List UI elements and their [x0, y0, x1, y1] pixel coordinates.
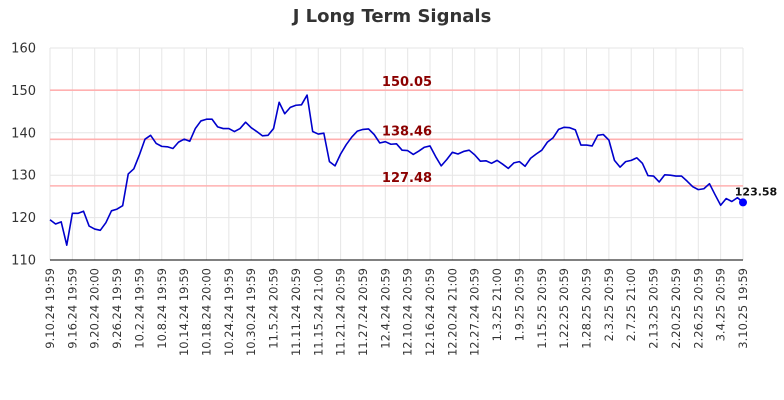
- x-tick-label: 9.26.24 19:59: [110, 268, 124, 349]
- x-tick-label: 12.16.24 20:59: [423, 268, 437, 356]
- last-value-marker: [739, 198, 747, 207]
- x-tick-label: 11.5.24 20:59: [267, 268, 281, 349]
- y-tick-label: 120: [11, 211, 36, 226]
- y-tick-label: 130: [11, 169, 36, 184]
- x-tick-label: 2.20.25 20:59: [669, 268, 683, 349]
- x-tick-label: 11.11.24 20:59: [289, 268, 303, 356]
- x-tick-label: 12.4.24 20:59: [378, 268, 392, 349]
- x-tick-label: 12.20.24 21:00: [445, 268, 459, 356]
- last-value-label: 123.58: [735, 185, 777, 198]
- price-series-line: [49, 94, 744, 246]
- x-tick-label: 1.3.25 21:00: [490, 268, 504, 341]
- y-tick-label: 160: [11, 42, 36, 57]
- x-tick-label: 2.7.25 21:00: [624, 268, 638, 341]
- x-tick-label: 10.8.24 19:59: [155, 268, 169, 349]
- x-tick-label: 12.27.24 20:59: [468, 268, 482, 356]
- signal-level-label: 150.05: [382, 75, 432, 90]
- x-tick-label: 3.4.25 20:59: [714, 268, 728, 341]
- x-tick-label: 11.15.24 21:00: [311, 268, 325, 356]
- x-tick-label: 1.22.25 20:59: [557, 268, 571, 349]
- x-tick-label: 11.21.24 20:59: [334, 268, 348, 356]
- x-tick-label: 10.30.24 19:59: [244, 268, 258, 356]
- x-tick-label: 11.27.24 20:59: [356, 268, 370, 356]
- x-tick-label: 1.15.25 20:59: [535, 268, 549, 349]
- x-tick-label: 9.16.24 19:59: [65, 268, 79, 349]
- chart-title: J Long Term Signals: [292, 6, 492, 27]
- x-tick-label: 2.3.25 20:59: [602, 268, 616, 341]
- x-tick-label: 12.10.24 20:59: [401, 268, 415, 356]
- y-tick-label: 150: [11, 84, 36, 99]
- x-tick-label: 10.14.24 19:59: [177, 268, 191, 356]
- signal-level-label: 127.48: [382, 171, 432, 186]
- x-tick-label: 10.24.24 19:59: [222, 268, 236, 356]
- x-tick-label: 2.26.25 20:59: [691, 268, 705, 349]
- signal-level-label: 138.46: [382, 124, 432, 139]
- y-tick-label: 110: [11, 254, 36, 269]
- x-tick-label: 9.10.24 19:59: [43, 268, 57, 349]
- x-tick-label: 1.9.25 20:59: [512, 268, 526, 341]
- x-tick-label: 2.13.25 20:59: [647, 268, 661, 349]
- x-tick-label: 10.2.24 19:59: [132, 268, 146, 349]
- x-tick-label: 9.20.24 20:00: [88, 268, 102, 349]
- y-tick-label: 140: [11, 126, 36, 141]
- x-tick-label: 3.10.25 19:59: [736, 268, 750, 349]
- x-tick-label: 1.28.25 20:59: [580, 268, 594, 349]
- x-tick-label: 10.18.24 20:00: [199, 268, 213, 356]
